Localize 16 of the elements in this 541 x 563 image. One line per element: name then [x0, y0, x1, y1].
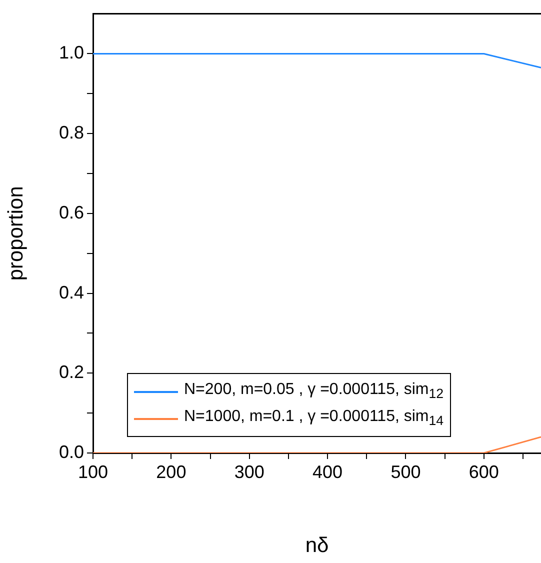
text: 0.0 [58, 442, 84, 462]
y-tick-label: 1.0 [58, 42, 84, 63]
x-tick-label: 100 [78, 462, 108, 482]
y-tick-label: 0.6 [58, 202, 84, 222]
x-tick-label: 200 [156, 462, 186, 482]
x-axis-title: nδ [305, 534, 329, 558]
x-tick-label: 600 [468, 462, 499, 482]
y-tick-label: 0.8 [58, 122, 84, 143]
x-tick-label: 400 [312, 462, 343, 482]
y-axis-title: proportion [4, 186, 28, 281]
legend-label: N=200, m=0.05 , γ =0.000115, sim$_{12}$ [184, 380, 444, 404]
y-tick-label: 0.2 [58, 362, 84, 382]
x-tick-label: 500 [390, 462, 421, 482]
legend-label: N=1000, m=0.1 , γ =0.000115, sim$_{14}$ [184, 407, 444, 430]
x-tick-label: 300 [234, 462, 264, 482]
y-tick-label: 0.4 [58, 282, 84, 302]
